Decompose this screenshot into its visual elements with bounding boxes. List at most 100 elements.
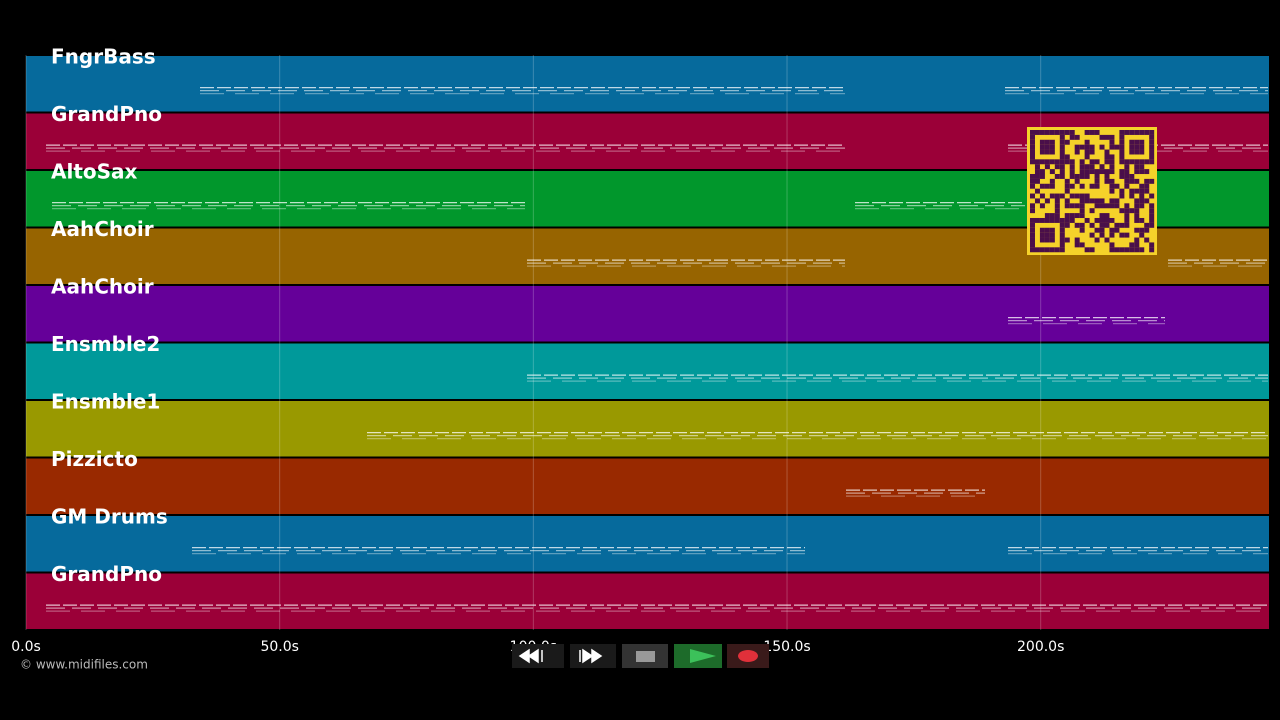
labels: FngrBass GrandPno AltoSax AahChoir AahChoir E…	[51, 45, 168, 587]
qr-module	[1059, 169, 1065, 175]
qr-module	[1134, 169, 1140, 175]
qr-module	[1064, 139, 1070, 145]
qr-module	[1074, 242, 1080, 248]
qr-module	[1059, 139, 1065, 145]
track-name: Ensmble2	[51, 332, 160, 356]
qr-module	[1079, 242, 1085, 248]
qr-module	[1030, 232, 1035, 238]
qr-module	[1099, 213, 1105, 219]
qr-module	[1064, 178, 1070, 184]
qr-module	[1119, 188, 1125, 194]
qr-module	[1129, 193, 1135, 199]
qr-module	[1084, 193, 1090, 199]
track-row	[26, 343, 1269, 399]
qr-module	[1124, 169, 1130, 175]
qr-module	[1030, 208, 1035, 214]
qr-module	[1109, 188, 1115, 194]
qr-module	[1044, 183, 1050, 189]
qr-module	[1054, 164, 1060, 170]
qr-module	[1134, 227, 1140, 233]
qr-module	[1034, 169, 1040, 175]
qr-module	[1030, 203, 1035, 209]
qr-module	[1089, 130, 1095, 135]
qr-module	[1124, 183, 1130, 189]
qr-module	[1044, 139, 1050, 145]
qr-module	[1114, 198, 1120, 204]
qr-module	[1124, 203, 1130, 209]
qr-module	[1044, 164, 1050, 170]
qr-module	[1129, 173, 1135, 179]
qr-module	[1034, 188, 1040, 194]
qr-module	[1089, 208, 1095, 214]
qr-module	[1099, 169, 1105, 175]
qr-module	[1094, 198, 1100, 204]
qr-module	[1139, 232, 1145, 238]
qr-module	[1129, 247, 1135, 253]
qr-module	[1134, 242, 1140, 248]
qr-module	[1030, 222, 1035, 228]
qr-module	[1084, 198, 1090, 204]
qr-module	[1054, 173, 1060, 179]
qr-module	[1049, 169, 1055, 175]
qr-module	[1099, 222, 1105, 228]
qr-module	[1049, 183, 1055, 189]
qr-module	[1054, 208, 1060, 214]
qr-module	[1114, 222, 1120, 228]
qr-module	[1099, 232, 1105, 238]
qr-module	[1054, 198, 1060, 204]
qr-module	[1104, 154, 1110, 160]
qr-module	[1039, 130, 1045, 135]
qr-module	[1094, 183, 1100, 189]
qr-module	[1069, 213, 1075, 219]
qr-module	[1134, 149, 1140, 155]
qr-module	[1119, 222, 1125, 228]
qr-module	[1144, 178, 1150, 184]
qr-module	[1079, 222, 1085, 228]
qr-module	[1124, 178, 1130, 184]
qr-module	[1124, 159, 1130, 165]
track-name: GrandPno	[51, 102, 162, 126]
qr-module	[1094, 173, 1100, 179]
qr-module	[1079, 227, 1085, 233]
qr-module	[1129, 144, 1135, 150]
qr-module	[1059, 149, 1065, 155]
qr-module	[1109, 169, 1115, 175]
qr-module	[1094, 227, 1100, 233]
qr-module	[1069, 134, 1075, 140]
qr-module	[1069, 169, 1075, 175]
qr-module	[1030, 154, 1035, 160]
qr-module	[1104, 237, 1110, 243]
qr-module	[1084, 169, 1090, 175]
qr-module	[1049, 130, 1055, 135]
qr-module	[1134, 213, 1140, 219]
qr-module	[1074, 178, 1080, 184]
qr-module	[1030, 134, 1035, 140]
track-row	[26, 401, 1269, 457]
qr-module	[1079, 183, 1085, 189]
rewind-icon	[518, 648, 543, 664]
qr-module	[1139, 130, 1145, 135]
qr-module	[1039, 237, 1045, 243]
qr-module	[1089, 247, 1095, 253]
qr-module	[1054, 159, 1060, 165]
qr-module	[1129, 130, 1135, 135]
qr-module	[1059, 217, 1065, 223]
qr-module	[1124, 217, 1130, 223]
qr-module	[1069, 183, 1075, 189]
qr-module	[1139, 188, 1145, 194]
qr-module	[1079, 169, 1085, 175]
qr-module	[1149, 144, 1155, 150]
qr-module	[1094, 203, 1100, 209]
qr-module	[1149, 193, 1155, 199]
qr-module	[1069, 203, 1075, 209]
track-name: AahChoir	[51, 275, 154, 299]
qr-module	[1139, 198, 1145, 204]
qr-module	[1084, 164, 1090, 170]
track-name: AahChoir	[51, 217, 154, 241]
qr-module	[1030, 247, 1035, 253]
qr-module	[1129, 208, 1135, 214]
qr-module	[1084, 149, 1090, 155]
qr-module	[1104, 203, 1110, 209]
track-name: FngrBass	[51, 45, 156, 69]
